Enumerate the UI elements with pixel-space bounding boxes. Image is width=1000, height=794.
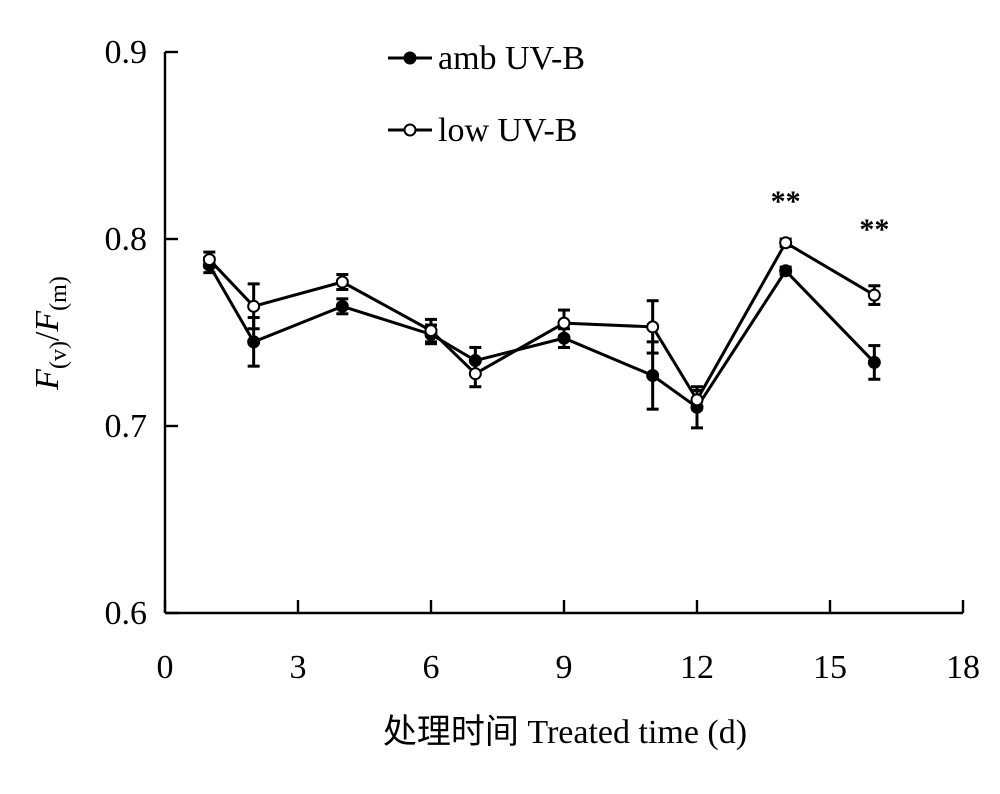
series-low-uvb bbox=[202, 236, 881, 411]
series-line-low-uvb bbox=[208, 240, 876, 403]
data-point-low-uvb bbox=[557, 316, 571, 330]
data-point-amb-uvb bbox=[779, 264, 793, 278]
x-axis-ticks: 0 3 6 9 12 15 18 bbox=[157, 600, 980, 686]
y-axis-title: F(v)/F(m) bbox=[29, 276, 72, 391]
significance-annotation: ** bbox=[859, 213, 889, 246]
x-axis-title: 处理时间 Treated time (d) bbox=[383, 714, 747, 751]
series-layer bbox=[202, 236, 881, 430]
significance-annotation: ** bbox=[771, 185, 801, 218]
y-axis-title-f2: F bbox=[29, 310, 66, 333]
x-tick-label: 9 bbox=[556, 649, 573, 686]
data-point-low-uvb bbox=[424, 324, 438, 338]
legend-marker-amb-uvb bbox=[403, 51, 417, 65]
data-point-low-uvb bbox=[690, 393, 704, 407]
x-tick-label: 12 bbox=[680, 649, 714, 686]
y-tick-label: 0.6 bbox=[105, 595, 148, 632]
data-point-low-uvb bbox=[335, 275, 349, 289]
data-point-low-uvb bbox=[202, 253, 216, 267]
y-axis-title-f1: F bbox=[29, 368, 66, 391]
y-tick-label: 0.7 bbox=[105, 408, 148, 445]
legend-marker-low-uvb bbox=[403, 123, 417, 137]
y-tick-label: 0.9 bbox=[105, 34, 148, 71]
data-point-low-uvb bbox=[779, 236, 793, 250]
data-point-amb-uvb bbox=[867, 355, 881, 369]
data-point-low-uvb bbox=[247, 299, 261, 313]
y-axis-title-sub1: (v) bbox=[46, 341, 72, 369]
annotations: ** ** bbox=[771, 185, 890, 246]
x-tick-label: 3 bbox=[290, 649, 307, 686]
data-point-amb-uvb bbox=[646, 369, 660, 383]
y-axis-title-sub2: (m) bbox=[46, 276, 72, 311]
x-tick-label: 6 bbox=[423, 649, 440, 686]
data-point-low-uvb bbox=[468, 367, 482, 381]
y-tick-label: 0.8 bbox=[105, 221, 148, 258]
legend-label-amb-uvb: amb UV-B bbox=[438, 40, 585, 77]
y-axis-title-slash: / bbox=[29, 331, 66, 341]
legend-label-low-uvb: low UV-B bbox=[438, 112, 578, 149]
data-point-amb-uvb bbox=[247, 335, 261, 349]
legend: amb UV-B low UV-B bbox=[388, 40, 585, 149]
series-amb-uvb bbox=[202, 256, 881, 430]
y-axis-ticks: 0.6 0.7 0.8 0.9 bbox=[105, 34, 178, 632]
x-tick-label: 15 bbox=[813, 649, 847, 686]
data-point-low-uvb bbox=[646, 320, 660, 334]
x-tick-label: 18 bbox=[946, 649, 980, 686]
data-point-amb-uvb bbox=[335, 299, 349, 313]
x-tick-label: 0 bbox=[157, 649, 174, 686]
data-point-low-uvb bbox=[867, 288, 881, 302]
